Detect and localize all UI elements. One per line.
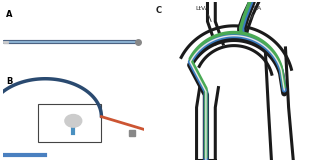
Text: A: A (6, 10, 12, 19)
Ellipse shape (65, 115, 82, 127)
Text: LtVA: LtVA (196, 6, 210, 11)
Text: C: C (155, 6, 161, 15)
Text: LtSA: LtSA (247, 6, 261, 11)
Text: B: B (6, 77, 12, 86)
